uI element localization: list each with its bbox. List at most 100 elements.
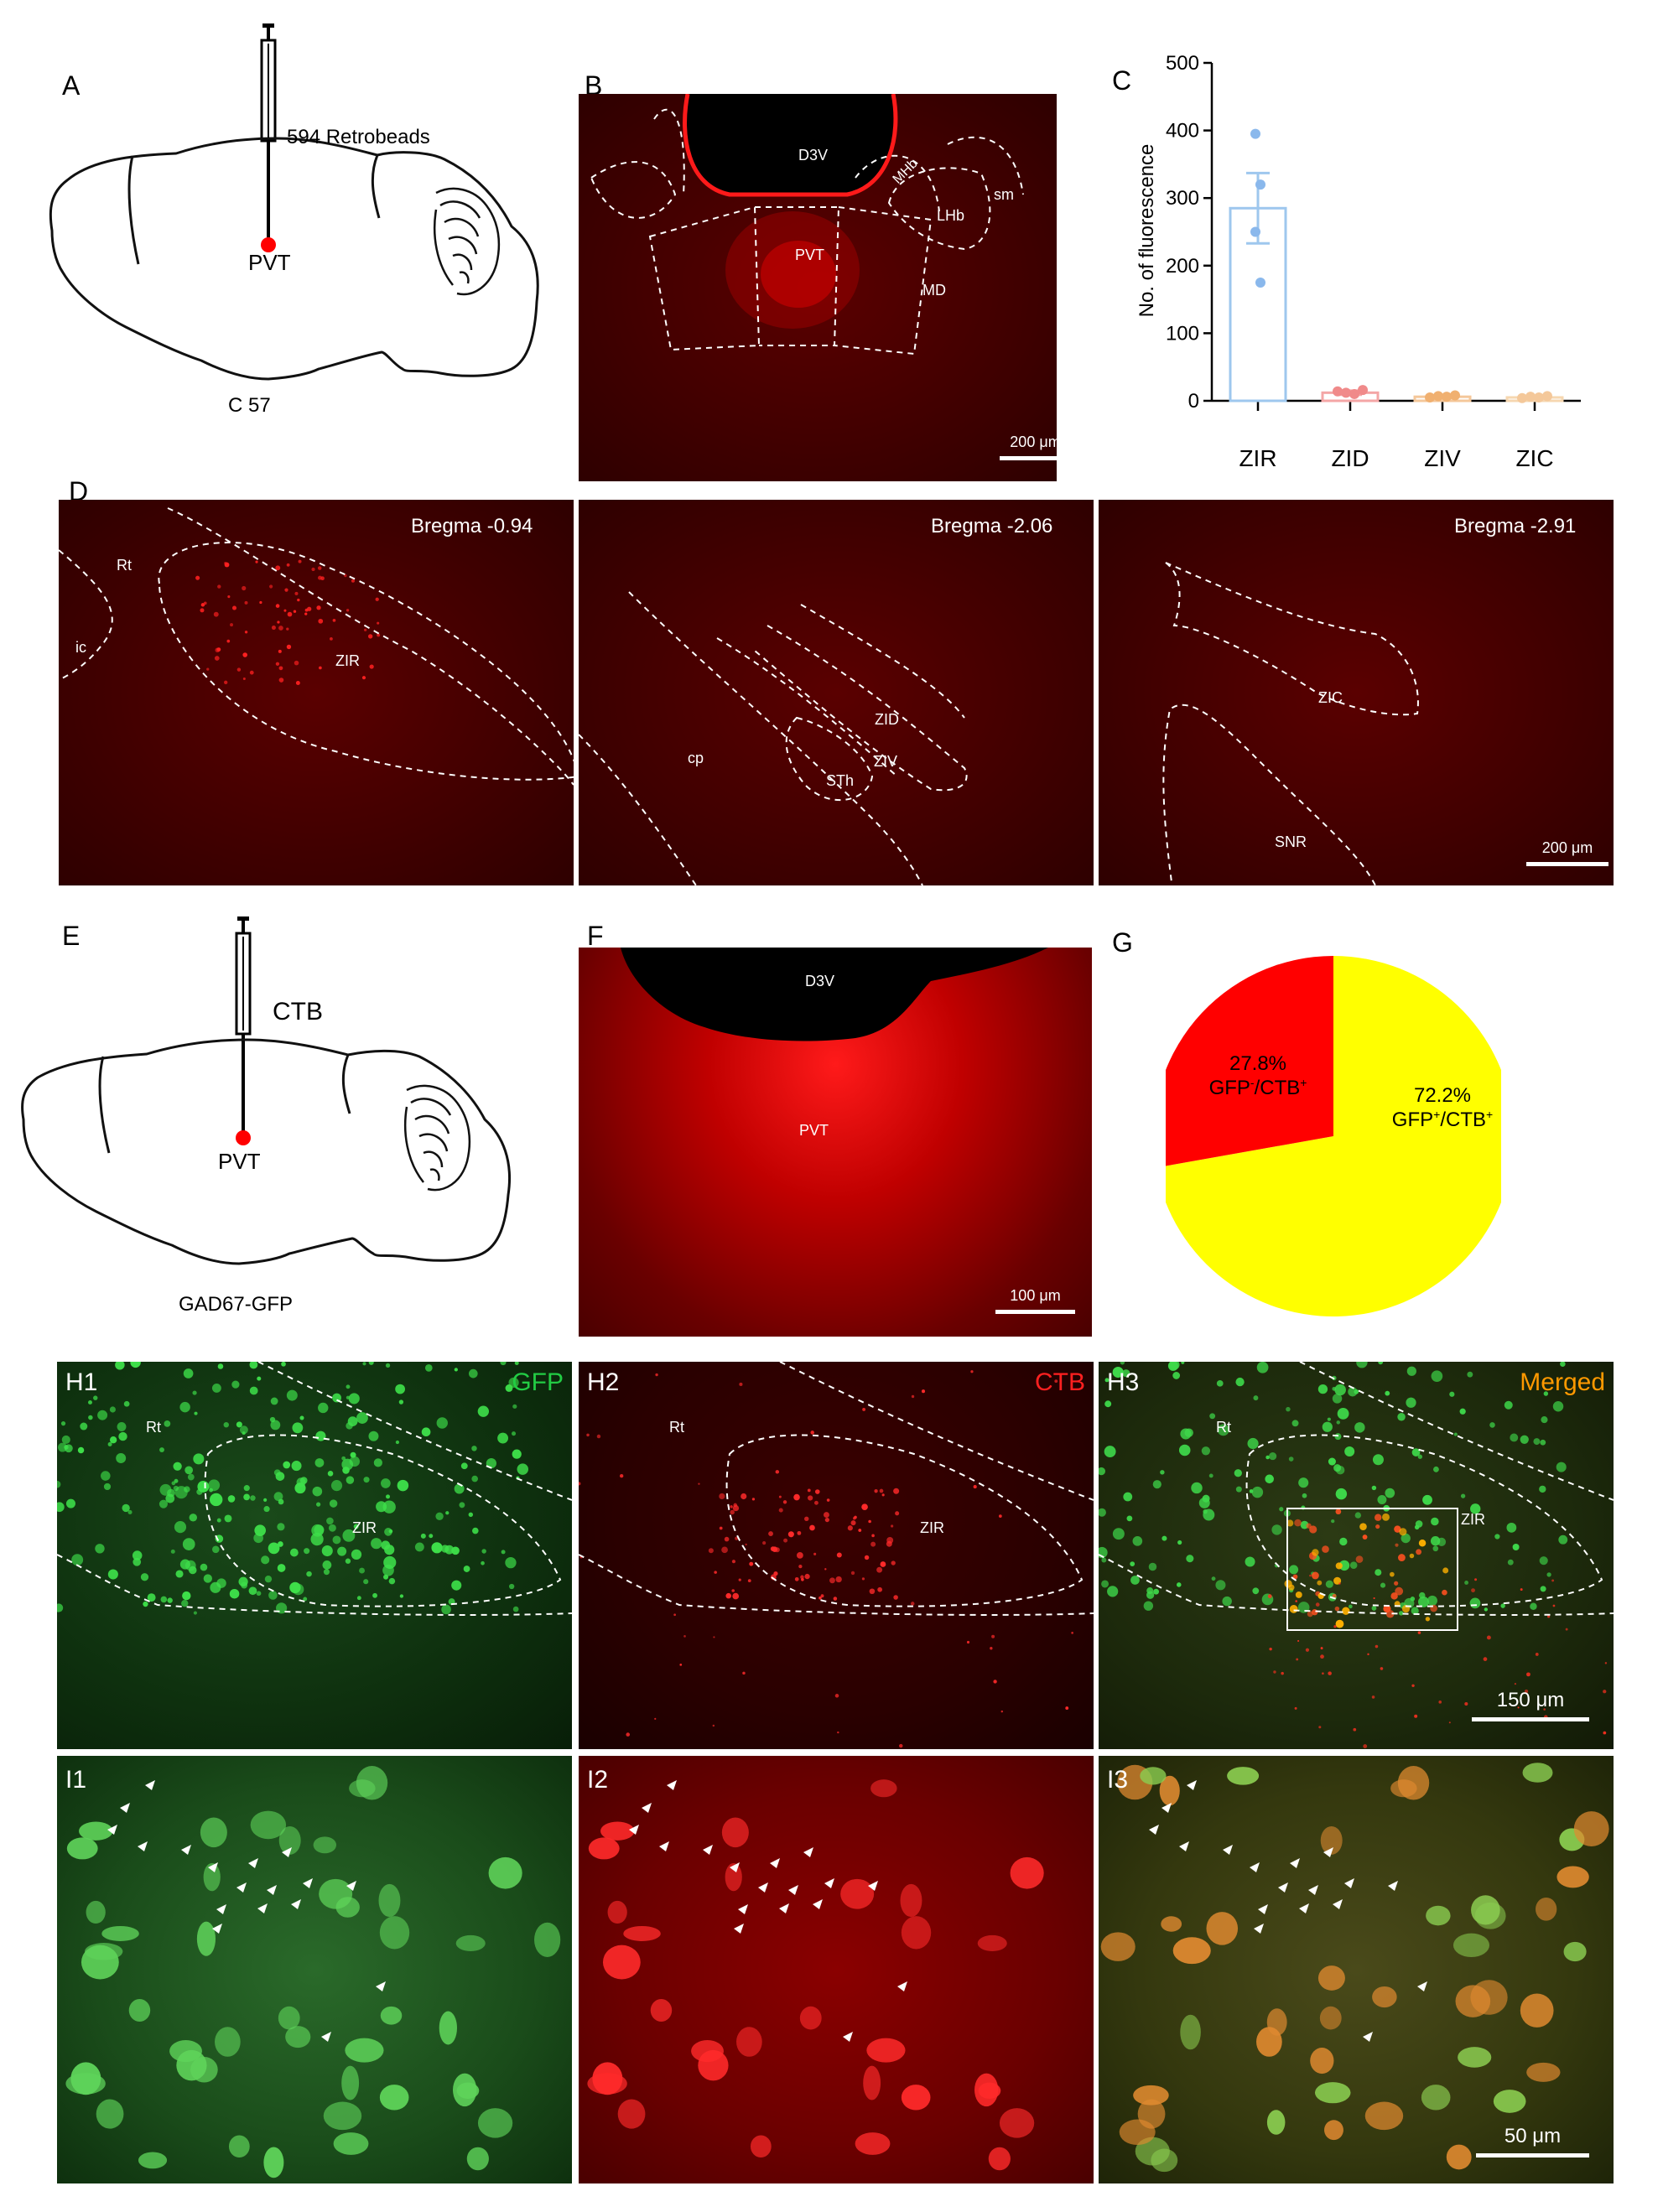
gfp-cell	[286, 1389, 298, 1401]
merged-cell	[1289, 1605, 1298, 1613]
gfp-cell	[159, 1499, 168, 1508]
gfp-cell	[278, 1541, 283, 1547]
gfp-cell	[127, 1509, 133, 1514]
merged-cell	[1322, 1545, 1329, 1553]
gfp-cell	[159, 1447, 164, 1453]
gfp-cell	[159, 1483, 172, 1496]
gfp-cell	[143, 1601, 148, 1607]
ctb-cell	[798, 1565, 803, 1569]
ctb-cell	[1294, 1706, 1297, 1710]
ctb-cell	[1375, 1644, 1379, 1649]
y-tick-label: 100	[1166, 322, 1199, 345]
gfp-cell	[1530, 1602, 1537, 1610]
ctb-cell	[810, 1431, 814, 1435]
ctb-cell	[1514, 1683, 1517, 1685]
gfp-cell	[1371, 1485, 1377, 1491]
channel-label-merged: Merged	[1520, 1368, 1605, 1396]
gfp-cell	[1235, 1377, 1245, 1387]
ctb-cell	[741, 1493, 747, 1500]
cell-body	[345, 2038, 384, 2063]
arrowhead-icon	[212, 1924, 222, 1934]
gfp-cell	[1467, 1371, 1473, 1378]
ctb-cell	[808, 1495, 813, 1501]
arrowhead-icon	[282, 1847, 292, 1857]
gfp-cell	[210, 1581, 221, 1593]
y-tick-label: 300	[1166, 187, 1199, 210]
cell-body	[1455, 1985, 1491, 2017]
gfp-cell	[88, 1399, 92, 1405]
data-point	[1525, 392, 1536, 402]
labeled-cell	[316, 605, 321, 610]
gfp-cell	[424, 1364, 433, 1372]
gfp-cell	[103, 1482, 112, 1491]
panel-letter-h2: H2	[587, 1368, 620, 1396]
arrowhead-icon	[376, 1981, 386, 1991]
region-label-zic: ZIC	[1318, 689, 1343, 706]
ctb-cell	[823, 1512, 829, 1519]
ctb-cell	[1603, 1731, 1607, 1735]
merged-cell	[1334, 1606, 1340, 1612]
panel-letter-i1: I1	[65, 1766, 87, 1794]
merged-cell	[1409, 1553, 1415, 1559]
gfp-cell	[1354, 1512, 1362, 1519]
cell-body	[196, 1921, 216, 1956]
ctb-cell	[970, 1370, 974, 1373]
cell-body	[602, 1945, 641, 1980]
y-tick-label: 200	[1166, 255, 1199, 278]
gfp-cell	[1247, 1437, 1259, 1450]
merged-cell	[1342, 1607, 1350, 1615]
cell-body	[380, 2006, 403, 2025]
labeled-cell	[375, 597, 379, 601]
ctb-cell	[880, 1561, 886, 1567]
pie-label-gfp-neg-ctb: /CTB	[1254, 1077, 1301, 1099]
gfp-cell	[463, 1566, 470, 1572]
gfp-cell	[167, 1597, 173, 1603]
merged-cell	[1399, 1528, 1407, 1536]
gfp-cell	[57, 1603, 64, 1612]
cell-body	[278, 2006, 300, 2030]
cell-body	[101, 1925, 139, 1941]
gfp-cell	[1099, 1467, 1105, 1476]
arrowhead-icon	[321, 2032, 331, 2042]
gfp-cell	[1322, 1421, 1333, 1432]
region-label-rt-h3: Rt	[1216, 1419, 1231, 1436]
gfp-cell	[315, 1502, 321, 1507]
cell-body	[1161, 1916, 1182, 1932]
ctb-cell	[899, 1743, 903, 1748]
gfp-cell	[337, 1546, 347, 1556]
ctb-cell	[1320, 1647, 1323, 1650]
cell-body	[200, 1817, 227, 1848]
gfp-cell	[264, 1575, 273, 1583]
gfp-cell	[1209, 1413, 1216, 1420]
gfp-cell	[239, 1425, 248, 1435]
gfp-cell	[341, 1456, 346, 1461]
gfp-cell	[1235, 1486, 1242, 1493]
ctb-cell	[1535, 1653, 1539, 1656]
gfp-cell	[122, 1503, 130, 1513]
gfp-cell	[1178, 1444, 1191, 1456]
ctb-cell	[1309, 1574, 1312, 1577]
ctb-cell	[793, 1493, 800, 1501]
labeled-cell	[283, 609, 287, 612]
region-label-zid: ZID	[875, 711, 899, 728]
arrowhead-icon	[629, 1825, 639, 1835]
labeled-cell	[294, 660, 299, 666]
labeled-cell	[242, 652, 247, 657]
cell-body	[1458, 2047, 1492, 2068]
gfp-cell	[1181, 1362, 1185, 1364]
gfp-cell	[1286, 1406, 1291, 1412]
gfp-cell	[1430, 1536, 1441, 1546]
gfp-cell	[321, 1545, 333, 1557]
micrograph-i2: I2	[579, 1756, 1094, 2183]
cell-body	[900, 1883, 922, 1918]
arrowhead-icon	[1333, 1899, 1343, 1909]
gfp-cell	[278, 1498, 284, 1505]
ctb-cell	[1464, 1701, 1468, 1706]
gfp-cell	[384, 1545, 395, 1555]
gfp-cell	[1328, 1457, 1336, 1466]
cell-body	[1493, 2090, 1526, 2113]
gfp-cell	[1378, 1362, 1384, 1365]
ctb-cell	[847, 1525, 853, 1531]
arrowhead-icon	[248, 1858, 258, 1868]
ctb-cell	[874, 1488, 878, 1493]
